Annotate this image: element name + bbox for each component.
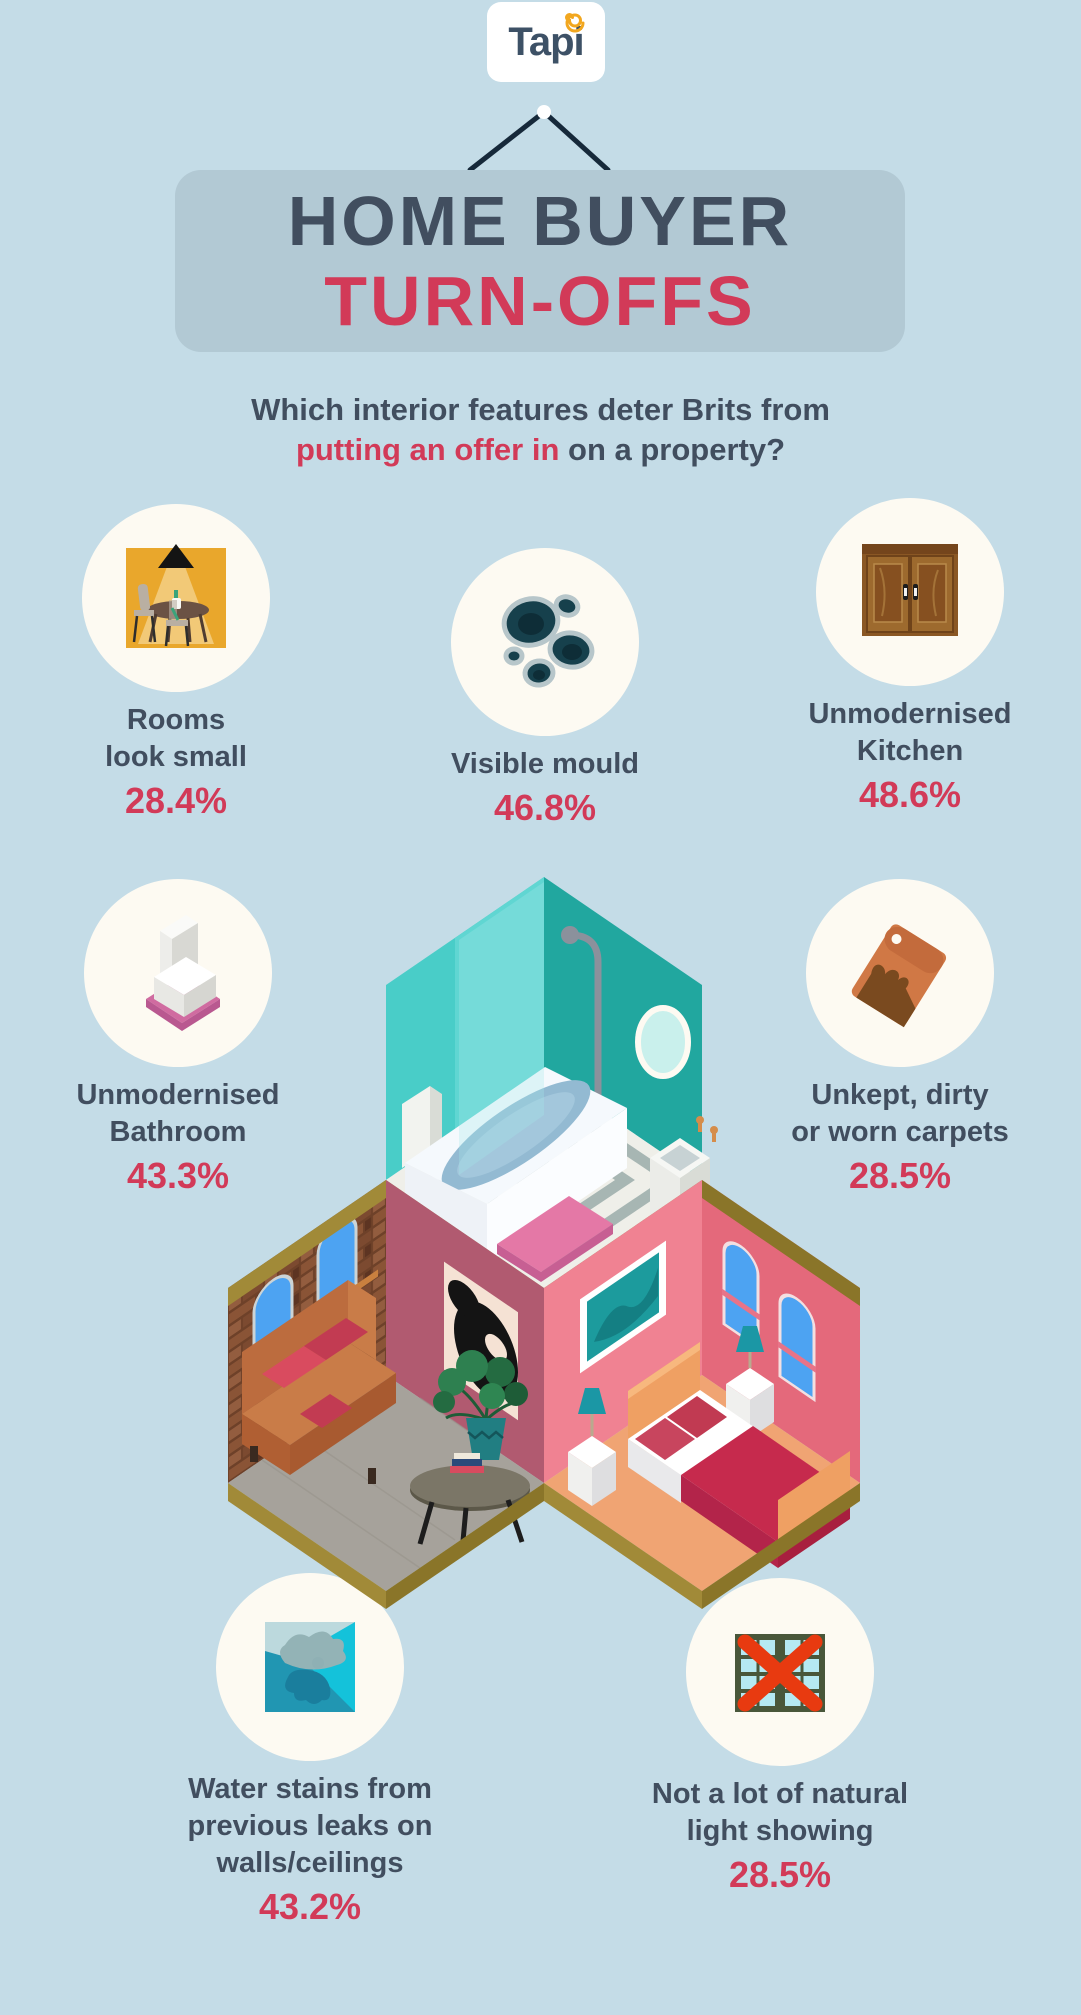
- feature-label: Water stains from previous leaks on wall…: [187, 1773, 433, 1879]
- feature-unkept-carpets: Unkept, dirty or worn carpets 28.5%: [735, 879, 1065, 1197]
- subtitle-rest: on a property?: [559, 432, 786, 467]
- toilet-icon: [146, 915, 220, 1031]
- feature-label: Unmodernised Bathroom: [76, 1079, 280, 1148]
- feature-percentage: 28.5%: [728, 1854, 832, 1895]
- feature-unmodernised-kitchen: Unmodernised Kitchen 48.6%: [745, 498, 1075, 816]
- mould-icon: [501, 594, 595, 688]
- feature-circle: [686, 1578, 874, 1766]
- crossed-window-icon: [735, 1634, 825, 1712]
- tapi-swirl-icon: [565, 13, 585, 33]
- feature-label: Not a lot of natural light showing: [651, 1778, 909, 1847]
- feature-circle: [216, 1573, 404, 1761]
- feature-label: Visible mould: [450, 748, 639, 780]
- feature-percentage: 48.6%: [858, 774, 962, 815]
- feature-circle: [816, 498, 1004, 686]
- mirror: [635, 1005, 691, 1079]
- page-title-line2: TURN-OFFS: [324, 262, 756, 340]
- subtitle: Which interior features deter Brits from…: [0, 390, 1081, 470]
- subtitle-highlight: putting an offer in: [295, 432, 560, 467]
- feature-label: Unkept, dirty or worn carpets: [791, 1079, 1009, 1148]
- isometric-house-illustration: [228, 877, 860, 1609]
- carpet-roll-icon: [851, 924, 947, 1028]
- hanging-string: [467, 105, 611, 173]
- title-plaque: HOME BUYER TURN-OFFS: [175, 170, 905, 352]
- water-stain-icon: [265, 1622, 355, 1712]
- feature-label: Unmodernised Kitchen: [808, 698, 1012, 767]
- kitchen-cabinet-icon: [862, 544, 958, 636]
- tapi-logo-card: Tapi: [487, 2, 605, 82]
- dining-room-icon: [126, 544, 226, 648]
- feature-unmodernised-bathroom: Unmodernised Bathroom 43.3%: [13, 879, 343, 1197]
- feature-circle: [806, 879, 994, 1067]
- feature-percentage: 28.5%: [848, 1155, 952, 1196]
- subtitle-line2: putting an offer in on a property?: [0, 430, 1081, 470]
- feature-percentage: 43.3%: [126, 1155, 230, 1196]
- feature-percentage: 46.8%: [493, 787, 597, 828]
- bathroom-room: [386, 877, 718, 1306]
- page-title-line1: HOME BUYER: [287, 182, 793, 260]
- bedroom-room: [544, 1179, 860, 1609]
- feature-visible-mould: Visible mould 46.8%: [405, 548, 685, 829]
- feature-percentage: 28.4%: [124, 780, 228, 821]
- feature-circle: [82, 504, 270, 692]
- living-room: [228, 1179, 544, 1609]
- feature-circle: [451, 548, 639, 736]
- tapi-logo-text: Tapi: [508, 19, 584, 64]
- feature-percentage: 43.2%: [258, 1886, 362, 1927]
- subtitle-line1: Which interior features deter Brits from: [251, 392, 830, 427]
- feature-natural-light: Not a lot of natural light showing 28.5%: [590, 1578, 970, 1896]
- feature-water-stains: Water stains from previous leaks on wall…: [120, 1573, 500, 1928]
- feature-label: Rooms look small: [105, 704, 247, 773]
- feature-circle: [84, 879, 272, 1067]
- feature-rooms-look-small: Rooms look small 28.4%: [36, 504, 316, 822]
